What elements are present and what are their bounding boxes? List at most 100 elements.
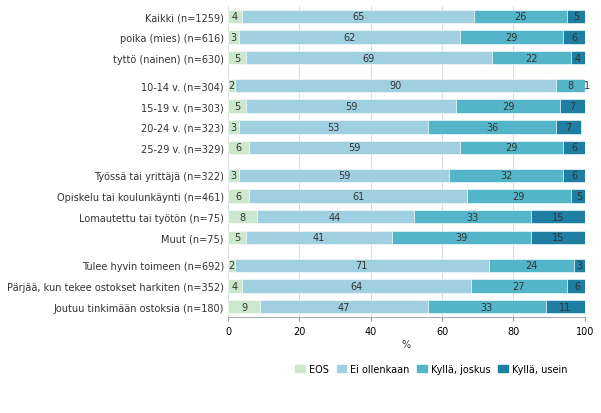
Text: 2: 2 (228, 81, 234, 91)
Bar (460, 31, 564, 45)
Bar (467, 190, 570, 203)
Text: 26: 26 (514, 12, 527, 22)
Text: 59: 59 (338, 171, 350, 181)
Text: 53: 53 (327, 123, 340, 133)
Text: 64: 64 (350, 281, 362, 291)
Bar (228, 280, 242, 293)
Bar (546, 300, 585, 313)
Bar (471, 280, 567, 293)
Bar (239, 169, 450, 183)
Text: 3: 3 (230, 171, 236, 181)
Bar (557, 80, 585, 93)
Bar (564, 141, 585, 155)
Text: 62: 62 (343, 33, 356, 43)
Text: 44: 44 (329, 212, 341, 222)
Bar (239, 31, 460, 45)
Bar (564, 31, 585, 45)
Bar (564, 169, 585, 183)
Text: 6: 6 (575, 281, 581, 291)
Bar (228, 190, 249, 203)
Text: 6: 6 (236, 143, 242, 153)
Text: 8: 8 (567, 81, 574, 91)
Bar (567, 11, 585, 24)
Text: 9: 9 (241, 302, 247, 312)
Bar (260, 300, 428, 313)
Text: 41: 41 (313, 233, 325, 243)
Text: 32: 32 (500, 171, 513, 181)
Text: 5: 5 (576, 192, 582, 202)
Bar (413, 211, 531, 224)
Text: 29: 29 (513, 192, 525, 202)
Bar (228, 231, 246, 244)
Text: 5: 5 (234, 53, 240, 64)
Bar (570, 52, 585, 65)
Bar (557, 121, 581, 134)
Text: 27: 27 (513, 281, 525, 291)
Bar (531, 231, 585, 244)
Text: 6: 6 (571, 143, 577, 153)
Text: 6: 6 (236, 192, 242, 202)
Bar (242, 280, 471, 293)
Text: 39: 39 (456, 233, 468, 243)
Bar (246, 52, 492, 65)
Bar (456, 100, 560, 114)
Bar (257, 211, 413, 224)
Bar (246, 100, 456, 114)
Text: 3: 3 (230, 123, 236, 133)
Bar (228, 141, 249, 155)
Bar (249, 141, 460, 155)
Text: 4: 4 (232, 281, 238, 291)
Text: 15: 15 (552, 212, 564, 222)
Bar (249, 190, 467, 203)
Text: 1: 1 (584, 81, 590, 91)
Text: 36: 36 (486, 123, 498, 133)
Text: 69: 69 (363, 53, 375, 64)
Text: 22: 22 (525, 53, 537, 64)
Text: 90: 90 (389, 81, 402, 91)
Bar (228, 211, 257, 224)
Bar (235, 80, 557, 93)
Legend: EOS, Ei ollenkaan, Kyllä, joskus, Kyllä, usein: EOS, Ei ollenkaan, Kyllä, joskus, Kyllä,… (293, 362, 569, 376)
Bar (228, 52, 246, 65)
Bar (574, 259, 585, 272)
Text: 24: 24 (525, 261, 537, 271)
Bar (228, 259, 235, 272)
Bar (239, 121, 428, 134)
Bar (570, 190, 588, 203)
Bar (428, 300, 546, 313)
Bar (228, 121, 239, 134)
Text: 33: 33 (481, 302, 493, 312)
Bar (228, 100, 246, 114)
Text: 47: 47 (338, 302, 350, 312)
Bar (492, 52, 570, 65)
Text: 5: 5 (234, 102, 240, 112)
Bar (585, 80, 588, 93)
Bar (228, 300, 260, 313)
Bar (228, 11, 242, 24)
Text: 2: 2 (228, 261, 234, 271)
Text: 29: 29 (505, 143, 518, 153)
Text: 3: 3 (576, 261, 582, 271)
Text: 29: 29 (505, 33, 518, 43)
Bar (392, 231, 531, 244)
Text: 15: 15 (552, 233, 564, 243)
Bar (560, 100, 585, 114)
Text: 6: 6 (571, 33, 577, 43)
Bar (246, 231, 392, 244)
Bar (450, 169, 564, 183)
Bar (460, 141, 564, 155)
Text: 3: 3 (230, 33, 236, 43)
Bar (228, 31, 239, 45)
Text: 59: 59 (349, 143, 361, 153)
Text: 11: 11 (559, 302, 572, 312)
Bar (567, 280, 588, 293)
Text: 61: 61 (352, 192, 364, 202)
Text: 7: 7 (569, 102, 576, 112)
Text: 4: 4 (232, 12, 238, 22)
Text: 4: 4 (575, 53, 581, 64)
Text: 5: 5 (234, 233, 240, 243)
Text: 65: 65 (352, 12, 364, 22)
Text: 6: 6 (571, 171, 577, 181)
Bar (228, 80, 235, 93)
Text: 29: 29 (502, 102, 514, 112)
